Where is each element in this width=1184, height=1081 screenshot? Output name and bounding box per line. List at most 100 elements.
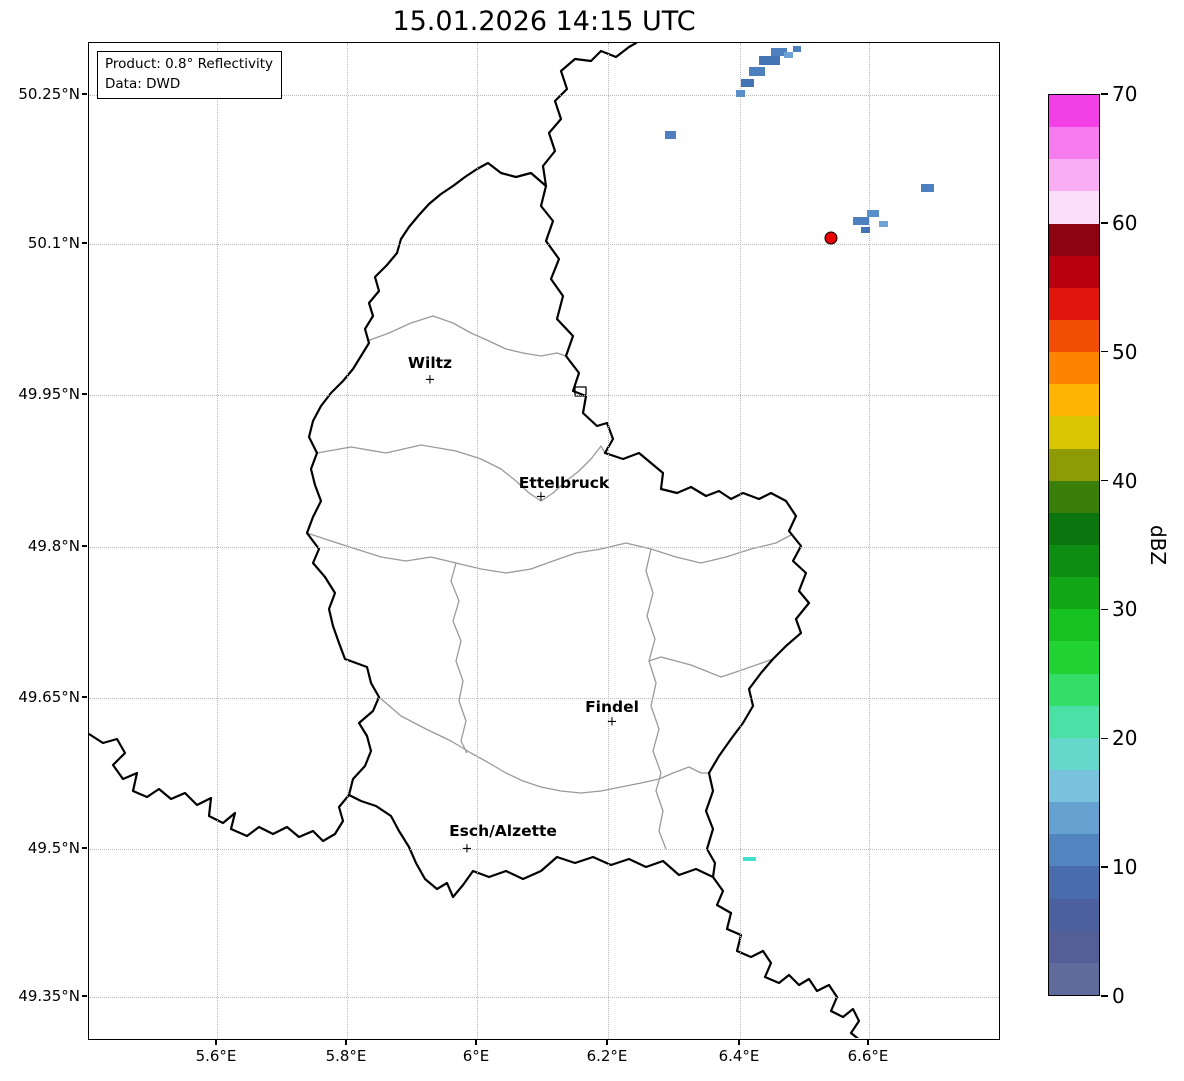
radar-echo [861,227,870,233]
radar-echo [921,184,934,192]
gridline-y [89,395,999,396]
france-germany-border-path [711,875,861,1038]
border-detail-square [574,386,587,397]
gridline-x [217,43,218,1039]
city-marker: + [461,841,473,857]
y-tick-mark [82,847,87,849]
colorbar-segment [1049,319,1099,353]
x-tick-label: 6°E [462,1047,490,1065]
colorbar-tick-label: 20 [1112,726,1138,751]
x-tick-label: 5.8°E [325,1047,367,1065]
x-tick-label: 6.6°E [847,1047,889,1065]
radar-echo [736,90,745,97]
radar-echo [759,56,780,65]
gridline-x [869,43,870,1039]
colorbar-tick-mark [1101,995,1108,997]
radar-echo [784,52,793,58]
colorbar-segment [1049,255,1099,288]
colorbar-segment [1049,641,1099,674]
city-label: Wiltz [407,354,453,372]
y-tick-mark [82,696,87,698]
x-tick-mark [738,1040,740,1045]
colorbar-segment [1049,352,1099,385]
radar-echo [741,79,754,87]
data-source-line: Data: DWD [105,75,181,92]
y-tick-label: 49.95°N [18,385,80,403]
city-marker: + [535,489,547,505]
colorbar-segment [1049,287,1099,320]
radar-echo [879,221,888,227]
colorbar-segment [1049,737,1099,770]
colorbar-axis-label: dBZ [1146,524,1170,566]
y-tick-mark [82,393,87,395]
x-tick-mark [475,1040,477,1045]
colorbar-tick-mark [1101,737,1108,740]
map-plot-area: Product: 0.8° Reflectivity Data: DWD Wil… [88,42,1000,1040]
colorbar-segment [1049,223,1099,256]
city-label: Ettelbruck [518,474,610,492]
colorbar-segment [1049,962,1099,995]
x-tick-label: 5.6°E [195,1047,237,1065]
radar-echo [743,857,756,861]
gridline-y [89,547,999,548]
city-label: Esch/Alzette [449,822,557,840]
colorbar-segment [1049,834,1099,867]
map-borders-svg [89,43,861,1038]
colorbar-segment [1049,480,1099,513]
y-tick-mark [82,995,87,997]
colorbar-segment [1049,705,1099,738]
gridline-y [89,849,999,850]
country-border-paths [89,43,861,1038]
colorbar-segment [1049,448,1099,481]
radar-echo [749,67,765,76]
colorbar-segment [1049,127,1099,160]
colorbar-tick-label: 60 [1112,210,1138,235]
colorbar-segment [1049,384,1099,417]
y-tick-mark [82,93,87,95]
y-tick-label: 49.35°N [18,987,80,1005]
colorbar-segment [1049,609,1099,642]
colorbar-tick-mark [1101,608,1108,611]
gridline-x [347,43,348,1039]
y-tick-label: 49.65°N [18,688,80,706]
y-tick-mark [82,242,87,244]
city-marker: + [424,372,436,388]
radar-echo [867,210,879,217]
x-tick-mark [867,1040,869,1045]
gridline-y [89,95,999,96]
colorbar-segment [1049,577,1099,610]
gridline-x [740,43,741,1039]
france-belgium-border-path [89,732,351,843]
colorbar-segment [1049,673,1099,706]
gridline-y [89,997,999,998]
colorbar-tick-mark [1101,222,1108,224]
x-tick-mark [345,1040,347,1045]
plot-title: 15.01.2026 14:15 UTC [392,6,696,37]
colorbar-segment [1049,544,1099,578]
colorbar-segment [1049,95,1099,128]
colorbar-segment [1049,898,1099,931]
gridline-y [89,698,999,699]
gridline-x [477,43,478,1039]
gridline-y [89,244,999,245]
city-label: Findel [585,698,639,716]
luxembourg-border-path [305,161,811,899]
colorbar-tick-mark [1101,350,1108,353]
colorbar-segment [1049,769,1099,803]
radar-echo [771,48,787,56]
belgium-germany-border-path [541,43,638,188]
product-info-box: Product: 0.8° Reflectivity Data: DWD [97,51,282,100]
district-border-paths [306,315,792,850]
colorbar-segment [1049,416,1099,449]
colorbar-tick-label: 50 [1112,339,1138,364]
y-tick-label: 49.5°N [27,839,80,857]
colorbar-tick-label: 30 [1112,597,1138,622]
colorbar-segment [1049,930,1099,963]
colorbar-tick-label: 40 [1112,468,1138,493]
y-tick-label: 50.1°N [27,234,80,252]
radar-echo [853,217,869,225]
colorbar-segment [1049,191,1099,224]
y-tick-mark [82,545,87,547]
radar-site-marker [824,231,838,245]
